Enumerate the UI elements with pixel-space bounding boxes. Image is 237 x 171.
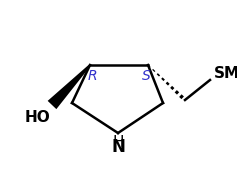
- Text: R: R: [87, 69, 97, 83]
- Text: N: N: [111, 138, 125, 156]
- Text: HO: HO: [25, 110, 51, 126]
- Text: S: S: [142, 69, 151, 83]
- Text: H: H: [112, 135, 124, 150]
- Polygon shape: [48, 64, 91, 109]
- Text: SMe: SMe: [214, 67, 237, 82]
